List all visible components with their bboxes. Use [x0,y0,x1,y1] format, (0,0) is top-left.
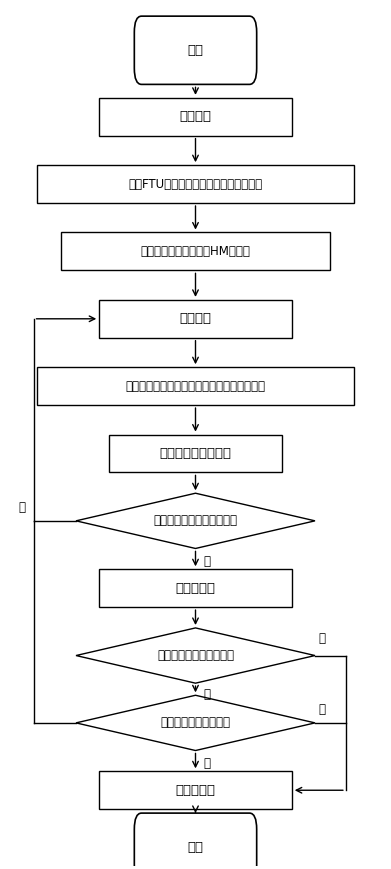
Text: 是: 是 [203,758,210,771]
Polygon shape [76,494,315,548]
Text: 否: 否 [319,703,326,716]
Text: 开始: 开始 [188,43,203,56]
Text: 输出最优解: 输出最优解 [176,784,215,797]
Text: 生成新解: 生成新解 [179,312,212,325]
Text: 最优目标函数值是否为零: 最优目标函数值是否为零 [157,649,234,662]
Text: 根据FTU信息剔除无故障电流的无源树枝: 根据FTU信息剔除无故障电流的无源树枝 [128,177,263,190]
Bar [99,772,292,809]
Text: 划分区域: 划分区域 [179,110,212,123]
Bar [61,232,330,270]
Text: 是: 是 [319,632,326,645]
Bar [99,300,292,338]
Text: 新解是否优于和声库中的解: 新解是否优于和声库中的解 [154,514,237,527]
Bar [99,569,292,607]
Text: 是: 是 [203,555,210,568]
Polygon shape [76,695,315,751]
FancyBboxPatch shape [135,813,256,869]
Bar [99,97,292,136]
Bar [109,434,282,473]
Text: 迭代次数是否达到最大: 迭代次数是否达到最大 [160,716,231,729]
FancyBboxPatch shape [135,17,256,84]
Text: 否: 否 [203,688,210,701]
Text: 和声算法参数初始化、HM初始化: 和声算法参数初始化、HM初始化 [140,245,251,258]
Text: 更新和声库: 更新和声库 [176,581,215,594]
Bar [38,367,353,405]
Text: 结束: 结束 [188,840,203,853]
Bar [38,165,353,203]
Text: 否: 否 [19,501,26,514]
Text: 将解的线路故障信息转换为开关故障电流信息: 将解的线路故障信息转换为开关故障电流信息 [126,380,265,393]
Polygon shape [76,628,315,683]
Text: 计算解的目标函数值: 计算解的目标函数值 [160,447,231,460]
